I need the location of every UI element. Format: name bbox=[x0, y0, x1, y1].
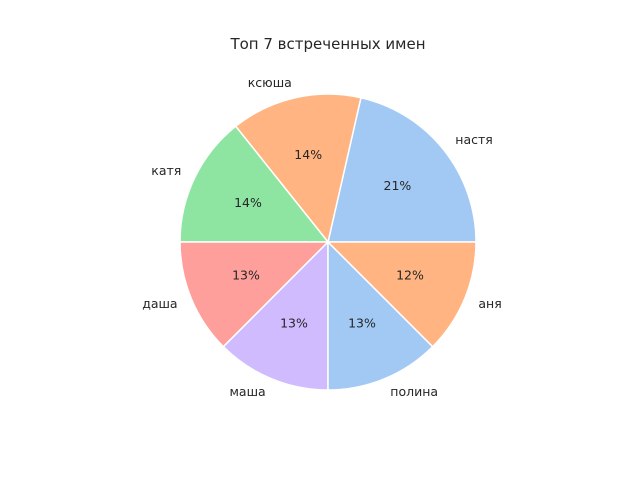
percent-label-полина: 13% bbox=[348, 316, 376, 331]
slice-label-полина: полина bbox=[390, 384, 438, 399]
slice-label-даша: даша bbox=[142, 296, 177, 311]
slice-label-катя: катя bbox=[151, 163, 181, 178]
pie-slice-аня bbox=[327, 241, 477, 348]
slice-label-аня: аня bbox=[478, 296, 501, 311]
percent-label-аня: 12% bbox=[396, 268, 424, 283]
pie-slice-полина bbox=[327, 241, 434, 391]
pie-slice-даша bbox=[179, 241, 329, 348]
slice-label-маша: маша bbox=[229, 384, 265, 399]
chart-title: Топ 7 встреченных имен bbox=[229, 35, 425, 53]
pie-slice-маша bbox=[222, 241, 329, 391]
pie-slice-ксюша bbox=[234, 93, 362, 243]
percent-label-катя: 14% bbox=[234, 195, 262, 210]
percent-label-настя: 21% bbox=[384, 178, 412, 193]
percent-label-даша: 13% bbox=[232, 268, 260, 283]
pie-slices bbox=[179, 93, 477, 391]
percent-label-маша: 13% bbox=[280, 316, 308, 331]
slice-label-настя: настя bbox=[455, 132, 493, 147]
pie-slice-настя bbox=[327, 96, 477, 243]
percent-label-ксюша: 14% bbox=[294, 147, 322, 162]
pie-slice-катя bbox=[179, 125, 329, 243]
slice-label-ксюша: ксюша bbox=[248, 75, 292, 90]
pie-labels: настя 21% ксюша 14% катя 14% даша 13% маша 13% пол… bbox=[142, 75, 502, 399]
